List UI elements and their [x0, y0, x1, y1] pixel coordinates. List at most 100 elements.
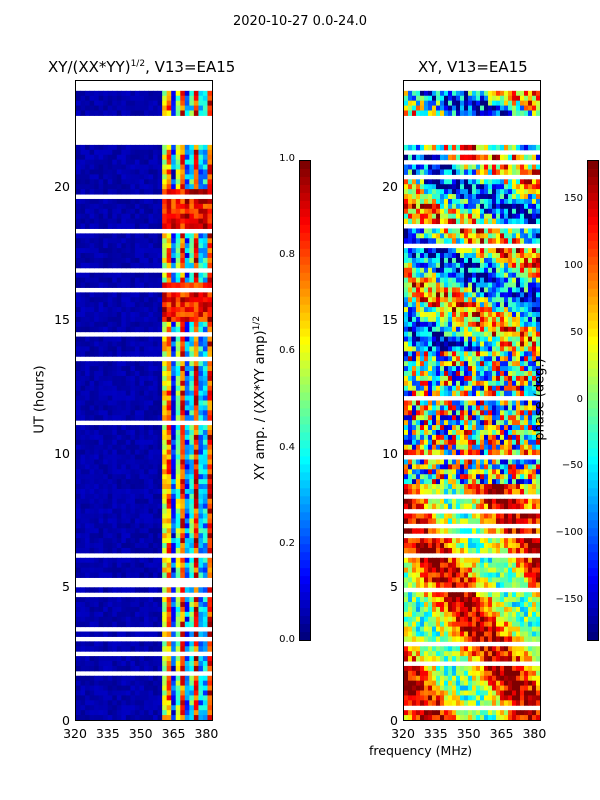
amp-cell	[166, 154, 172, 161]
amp-cell	[121, 262, 127, 269]
amp-cell	[103, 213, 109, 220]
phase-cell	[488, 331, 493, 338]
amp-cell	[207, 611, 212, 618]
amp-cell	[94, 400, 100, 406]
phase-cell	[432, 189, 437, 195]
phase-cell	[504, 198, 509, 205]
phase-cell	[412, 326, 417, 333]
amp-cell	[193, 95, 199, 102]
phase-cell	[436, 179, 441, 185]
amp-cell	[153, 361, 159, 367]
amp-cell	[153, 208, 159, 215]
amp-cell	[139, 218, 145, 225]
phase-cell	[448, 213, 453, 220]
amp-cell	[103, 488, 109, 495]
amp-cell	[184, 518, 190, 524]
amp-cell	[157, 562, 163, 569]
amp-cell	[85, 493, 91, 500]
phase-cell	[528, 262, 533, 269]
amp-cell	[157, 665, 163, 672]
amp-cell	[171, 469, 177, 475]
amp-cell	[153, 710, 159, 716]
amp-cell	[180, 493, 186, 500]
amp-cell	[125, 154, 131, 161]
amp-cell	[175, 169, 181, 175]
amp-cell	[162, 100, 168, 107]
phase-cell	[404, 351, 409, 357]
amp-cell	[85, 685, 91, 692]
phase-cell	[404, 233, 409, 239]
amp-cell	[103, 218, 109, 225]
phase-cell	[440, 194, 445, 200]
amp-cell	[116, 326, 122, 333]
phase-cell	[484, 277, 489, 284]
amp-cell	[121, 661, 127, 667]
phase-cell	[464, 277, 469, 284]
phase-cell	[496, 179, 501, 185]
amp-cell	[202, 198, 208, 205]
amp-cell	[171, 488, 177, 495]
amp-cell	[107, 198, 113, 205]
phase-cell	[456, 380, 461, 387]
phase-cell	[528, 297, 533, 303]
phase-cell	[504, 154, 509, 161]
amp-cell	[157, 538, 163, 544]
amplitude-colorbar	[299, 160, 311, 641]
amp-cell	[76, 272, 82, 279]
amp-cell	[157, 100, 163, 107]
amp-cell	[80, 213, 86, 220]
phase-cell	[464, 287, 469, 293]
phase-cell	[520, 361, 525, 367]
phase-cell	[504, 189, 509, 195]
amp-cell	[144, 272, 150, 279]
amp-cell	[202, 164, 208, 170]
amp-cell	[184, 587, 190, 593]
phase-cell	[440, 100, 445, 107]
phase-cell	[460, 238, 465, 244]
phase-cell	[432, 179, 437, 185]
phase-cell	[484, 248, 489, 254]
amp-cell	[166, 400, 172, 406]
phase-cell	[416, 248, 421, 254]
amp-cell	[157, 459, 163, 465]
phase-cell	[488, 90, 493, 97]
amp-cell	[144, 695, 150, 701]
amp-cell	[116, 715, 122, 720]
amp-cell	[207, 346, 212, 352]
amp-cell	[198, 597, 204, 603]
amp-cell	[153, 272, 159, 279]
amp-cell	[162, 253, 168, 259]
amp-cell	[148, 312, 154, 318]
amp-cell	[171, 459, 177, 465]
amp-cell	[189, 316, 195, 323]
amp-cell	[153, 518, 159, 524]
amp-cell	[202, 159, 208, 166]
phase-cell	[532, 371, 537, 377]
amp-cell	[103, 518, 109, 524]
phase-cell	[496, 169, 501, 175]
amp-cell	[121, 454, 127, 460]
phase-cell	[520, 371, 525, 377]
amp-cell	[166, 390, 172, 397]
amp-cell	[134, 90, 140, 97]
amp-cell	[85, 248, 91, 254]
amp-cell	[157, 444, 163, 451]
amp-cell	[139, 597, 145, 603]
phase-cell	[420, 213, 425, 220]
phase-cell	[536, 203, 540, 210]
amp-cell	[144, 243, 150, 249]
amp-cell	[80, 484, 86, 490]
phase-cell	[448, 179, 453, 185]
phase-cell	[420, 326, 425, 333]
amp-cell	[157, 675, 163, 682]
phase-cell	[428, 366, 433, 372]
amp-cell	[189, 203, 195, 210]
amp-cell	[107, 321, 113, 328]
amp-cell	[148, 484, 154, 490]
amp-cell	[148, 606, 154, 613]
amp-cell	[85, 518, 91, 524]
amp-cell	[98, 616, 104, 623]
phase-cell	[424, 297, 429, 303]
phase-cell	[408, 375, 413, 382]
amp-cell	[189, 302, 195, 308]
